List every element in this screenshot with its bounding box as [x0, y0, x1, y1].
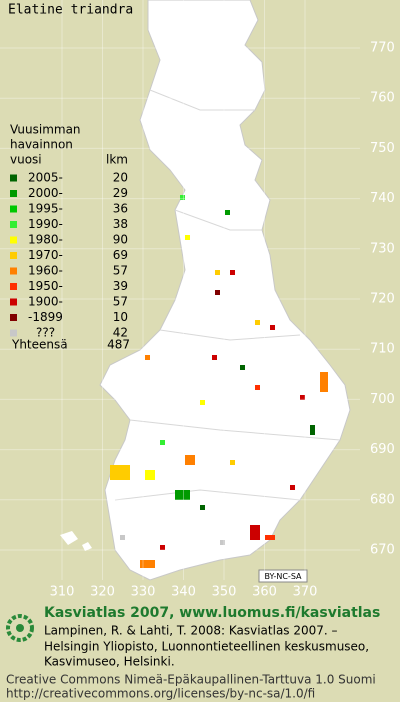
legend-label: -1899	[28, 310, 63, 324]
legend-label: 1995-	[28, 202, 63, 216]
license-text: Creative Commons Nimeä-Epäkaupallinen-Ta…	[6, 673, 376, 687]
y-tick-label: 690	[370, 442, 395, 457]
footer-logo	[6, 614, 34, 642]
x-tick-label: 310	[50, 585, 75, 600]
legend-swatch	[10, 298, 17, 306]
legend-label: 1970-	[28, 248, 63, 262]
legend-swatch	[10, 205, 17, 213]
legend-swatch	[10, 283, 17, 290]
legend-count: 10	[113, 310, 128, 324]
x-tick-label: 360	[252, 585, 277, 600]
citation: Lampinen, R. & Lahti, T. 2008: Kasviatla…	[44, 624, 338, 638]
legend-count: 42	[113, 326, 128, 340]
legend-label: 1980-	[28, 233, 63, 247]
citation: Kasvimuseo, Helsinki.	[44, 655, 175, 669]
legend-label: 1990-	[28, 217, 63, 231]
legend-label: 1960-	[28, 264, 63, 278]
legend-swatch	[10, 190, 17, 197]
footer-headline: Kasviatlas 2007, www.luomus.fi/kasviatla…	[44, 605, 380, 621]
legend-label: 1900-	[28, 295, 63, 309]
legend-heading: Vuusimman	[10, 123, 81, 137]
legend-label: 2005-	[28, 171, 63, 185]
legend-swatch	[10, 314, 17, 321]
y-tick-label: 700	[370, 392, 395, 407]
legend-count: 20	[113, 171, 128, 185]
y-tick-label: 770	[370, 41, 395, 56]
aland-islands	[60, 531, 92, 551]
x-tick-label: 330	[131, 585, 156, 600]
y-tick-label: 760	[370, 91, 395, 106]
citation: Helsingin Yliopisto, Luonnontieteellinen…	[44, 640, 369, 654]
license-badge: BY-NC-SA	[258, 569, 308, 583]
y-tick-label: 750	[370, 141, 395, 156]
y-tick-label: 730	[370, 241, 395, 256]
y-tick-label: 710	[370, 342, 395, 357]
y-tick-label: 670	[370, 543, 395, 558]
region-borders	[114, 89, 341, 501]
legend-swatch	[10, 236, 17, 244]
y-tick-label: 680	[370, 492, 395, 507]
observation-squares	[110, 195, 328, 568]
legend-count: 39	[113, 279, 128, 293]
y-tick-label: 740	[370, 191, 395, 206]
finland-outline	[99, 0, 351, 581]
legend-swatch	[10, 252, 17, 259]
y-tick-label: 720	[370, 292, 395, 307]
legend-label: ???	[36, 326, 55, 340]
legend-label: 1950-	[28, 279, 63, 293]
legend-count: 57	[113, 264, 128, 278]
legend-col-count: lkm	[106, 153, 128, 167]
legend-total-label: Yhteensä	[11, 338, 68, 352]
x-tick-label: 340	[171, 585, 196, 600]
legend-swatch	[10, 329, 17, 337]
legend-count: 57	[113, 295, 128, 309]
legend-col-year: vuosi	[10, 153, 42, 167]
legend-swatch	[10, 174, 17, 182]
x-tick-label: 350	[212, 585, 237, 600]
license-url: http://creativecommons.org/licenses/by-n…	[6, 687, 315, 701]
x-tick-label: 320	[90, 585, 115, 600]
legend-total: 487	[107, 338, 130, 352]
legend-count: 29	[113, 186, 128, 200]
legend-count: 38	[113, 217, 128, 231]
legend-heading: havainnon	[10, 138, 73, 152]
map-title: Elatine triandra	[8, 3, 133, 18]
legend-count: 90	[113, 233, 128, 247]
legend-count: 69	[113, 248, 128, 262]
x-tick-label: 370	[293, 585, 318, 600]
legend-count: 36	[113, 202, 128, 216]
legend-swatch	[10, 267, 17, 275]
badge-text: BY-NC-SA	[264, 572, 302, 581]
legend-label: 2000-	[28, 186, 63, 200]
legend-swatch	[10, 221, 17, 228]
